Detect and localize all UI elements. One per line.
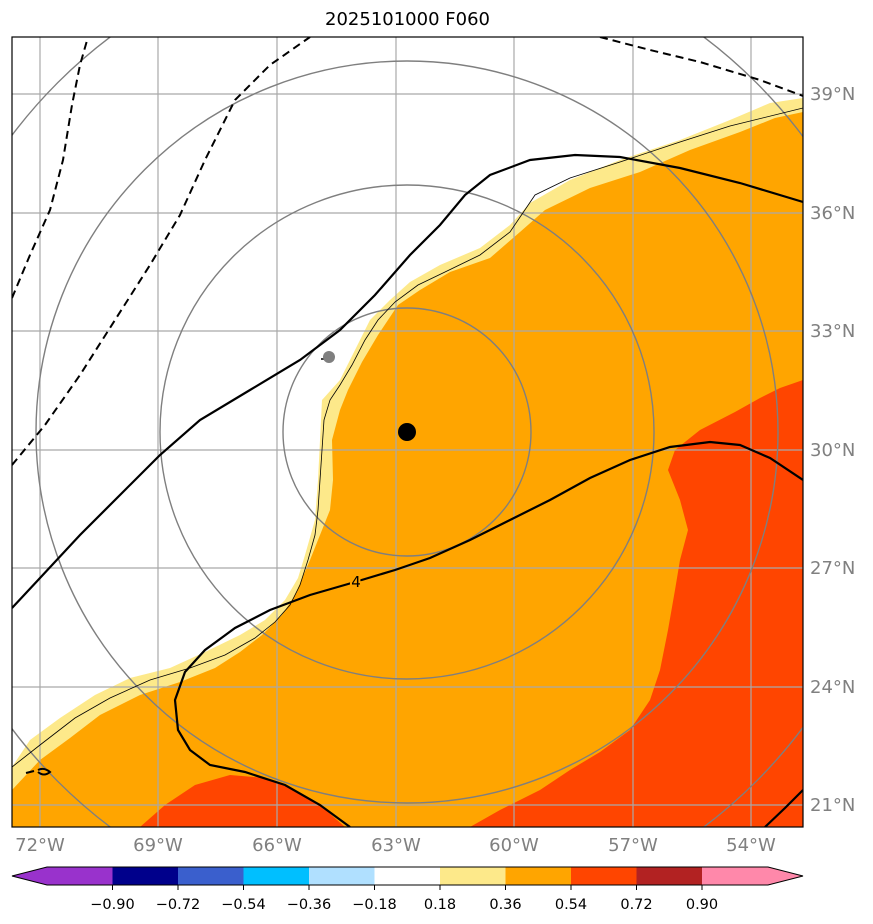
colorbar-tick-label: −0.36 bbox=[287, 897, 331, 913]
colorbar-swatch bbox=[702, 867, 768, 885]
dashed-contours bbox=[12, 37, 803, 466]
storm-center-dot bbox=[398, 423, 416, 441]
colorbar-swatch bbox=[112, 867, 178, 885]
colorbar: −0.90 −0.72 −0.54 −0.36 −0.18 0.18 0.36 … bbox=[11, 866, 804, 913]
colorbar-tick-labels: −0.90 −0.72 −0.54 −0.36 −0.18 0.18 0.36 … bbox=[90, 897, 718, 913]
lon-label: 72°W bbox=[15, 835, 65, 856]
map-title: 2025101000 F060 bbox=[325, 9, 490, 30]
colorbar-swatch bbox=[505, 867, 571, 885]
colorbar-extend-low bbox=[12, 867, 47, 885]
small-contour-mark bbox=[25, 767, 52, 776]
red-orange-field-region bbox=[470, 380, 803, 827]
map-frame bbox=[11, 36, 804, 828]
colorbar-swatch bbox=[309, 867, 375, 885]
colorbar-tick-label: −0.72 bbox=[156, 897, 200, 913]
secondary-position-dot bbox=[323, 351, 335, 363]
longitude-labels: 72°W 69°W 66°W 63°W 60°W 57°W 54°W bbox=[15, 835, 776, 856]
lat-label: 30°N bbox=[810, 440, 855, 461]
lat-label: 24°N bbox=[810, 677, 855, 698]
colorbar-swatch bbox=[571, 867, 637, 885]
lat-label: 39°N bbox=[810, 84, 855, 105]
colorbar-tick-label: 0.36 bbox=[489, 897, 521, 913]
colorbar-extend-high bbox=[768, 867, 803, 885]
lon-label: 69°W bbox=[133, 835, 183, 856]
orange-field-region bbox=[12, 112, 803, 827]
solid-contours bbox=[12, 153, 803, 827]
colorbar-tick-label: 0.90 bbox=[686, 897, 718, 913]
latitude-labels: 39°N 36°N 33°N 30°N 27°N 24°N 21°N bbox=[810, 84, 855, 816]
lon-label: 63°W bbox=[371, 835, 421, 856]
graticule bbox=[12, 37, 803, 827]
colorbar-ticks bbox=[112, 885, 703, 890]
lon-label: 60°W bbox=[489, 835, 539, 856]
red-orange-lower-left-region bbox=[140, 775, 345, 827]
colorbar-tick-label: −0.90 bbox=[90, 897, 134, 913]
colorbar-swatch bbox=[374, 867, 440, 885]
colorbar-tick-label: 0.18 bbox=[424, 897, 456, 913]
colorbar-swatch bbox=[440, 867, 506, 885]
lon-label: 66°W bbox=[252, 835, 302, 856]
colorbar-swatch bbox=[243, 867, 309, 885]
colorbar-tick-label: −0.54 bbox=[221, 897, 265, 913]
colorbar-tick-label: −0.18 bbox=[352, 897, 396, 913]
contour-label: 4 bbox=[351, 573, 361, 591]
lat-label: 21°N bbox=[810, 795, 855, 816]
colorbar-outline bbox=[11, 866, 804, 886]
field-edge-line bbox=[12, 107, 803, 768]
lon-label: 54°W bbox=[726, 835, 776, 856]
colorbar-swatch bbox=[47, 867, 113, 885]
colorbar-tick-label: 0.54 bbox=[555, 897, 587, 913]
lat-label: 33°N bbox=[810, 321, 855, 342]
lat-label: 36°N bbox=[810, 203, 855, 224]
lat-label: 27°N bbox=[810, 558, 855, 579]
colorbar-swatch bbox=[178, 867, 244, 885]
colorbar-tick-label: 0.72 bbox=[620, 897, 652, 913]
lon-label: 57°W bbox=[608, 835, 658, 856]
colorbar-swatch bbox=[636, 867, 702, 885]
